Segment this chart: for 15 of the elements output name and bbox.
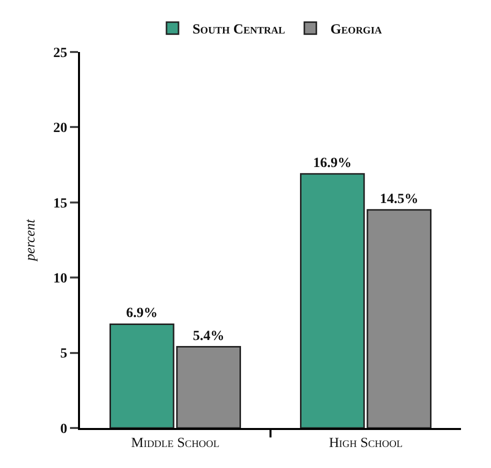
legend-label: Georgia	[330, 22, 383, 38]
data-label: 16.9%	[313, 156, 352, 171]
legend-label: South Central	[192, 22, 286, 38]
data-label: 6.9%	[126, 306, 158, 322]
y-axis-title: percent	[23, 218, 38, 262]
y-tick-label: 25	[53, 46, 68, 61]
data-label: 14.5%	[380, 192, 418, 207]
x-tick-label: Middle School	[131, 436, 220, 451]
y-tick-label: 5	[60, 346, 68, 362]
y-tick-label: 0	[60, 422, 68, 437]
y-tick-label: 20	[53, 121, 68, 136]
data-label: 5.4%	[192, 328, 224, 344]
x-tick-label: High School	[328, 436, 403, 451]
y-tick-label: 15	[53, 196, 68, 212]
y-tick-label: 10	[53, 272, 68, 286]
